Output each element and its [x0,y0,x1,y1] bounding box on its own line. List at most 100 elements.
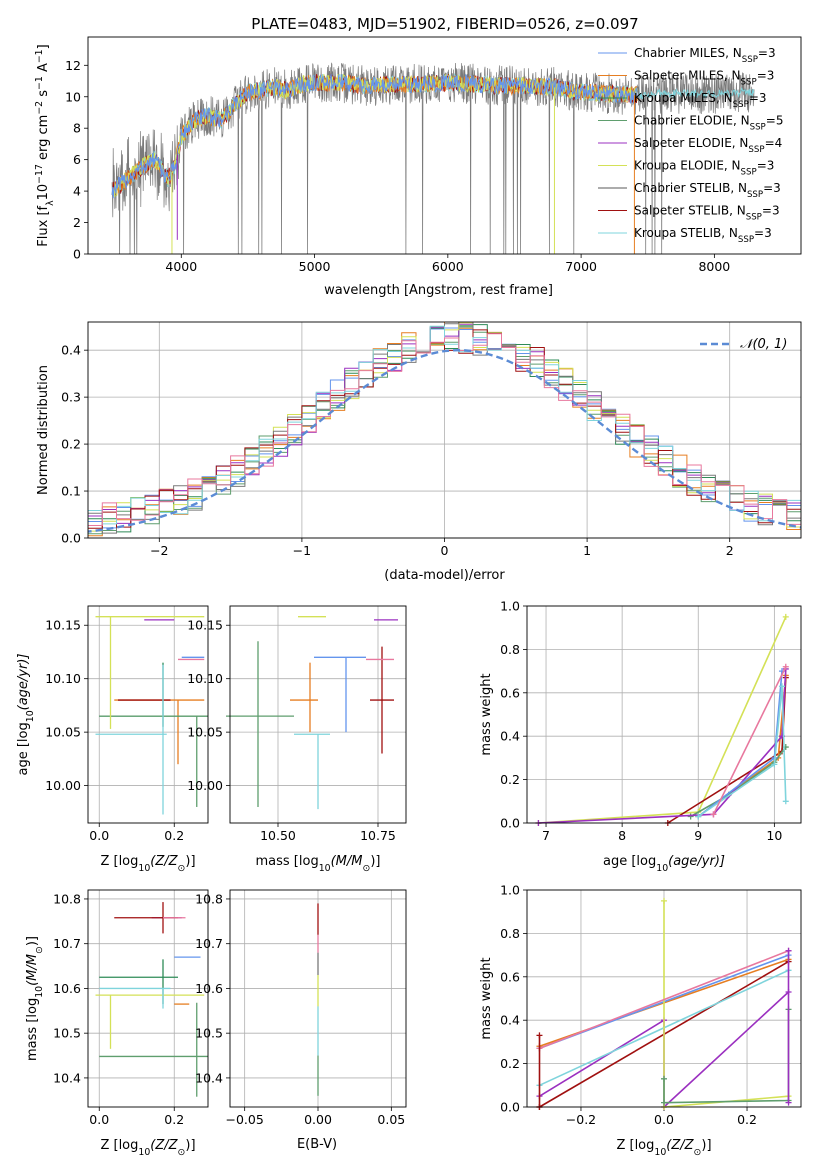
x-tick-label: 8 [618,828,626,843]
weight_vs_age-series [535,613,789,826]
label-part: =3 [757,159,775,173]
y-tick-label: 10 [65,89,81,104]
y-tick-label: 1.0 [500,599,520,614]
weight-marker [782,663,789,670]
weight-marker [661,897,667,904]
x-tick-label: 6000 [432,259,464,274]
x-tick-label: −1 [293,543,311,558]
weight-marker [695,813,702,820]
y-tick-label: 10.8 [53,891,81,906]
spectrum-lines [111,62,755,254]
model-spectrum-tail [637,86,755,100]
label-part: Z [log [100,854,138,869]
y-tick-label: 0.4 [500,1013,520,1028]
label-part: (age/yr)] [16,654,31,711]
label-part: )] [370,854,380,869]
mass_vs_Z-frame [87,889,209,1108]
weight-line [539,950,789,1050]
y-tick-label: 0.4 [500,729,520,744]
age_vs_Z-axes: 0.0 0.2 10.00 10.05 10.10 10.15 [45,606,208,843]
y-tick-label: 10.6 [53,981,81,996]
label-part: SSP [733,100,749,110]
label-part: =3 [749,91,767,105]
residuals-ylabel: Normed distribution [36,365,51,495]
y-tick-label: 8 [73,121,81,136]
label-part: ⊙ [34,946,45,954]
y-tick-label: 10.10 [187,671,223,686]
y-tick-label: 0.8 [500,642,520,657]
label-part: λ [45,200,56,206]
label-part: )] [701,1138,711,1153]
legend-label: Chabrier MILES, NSSP=3 [634,46,776,65]
y-tick-label: 10.15 [45,618,81,633]
x-tick-label: 0.05 [377,1112,405,1127]
x-tick-label: 0.0 [654,1112,674,1127]
label-part: (Z/Z [150,1138,178,1153]
weight-line [538,668,787,824]
weight_vs_age-frame [526,605,802,824]
x-tick-label: 7000 [565,259,597,274]
residuals-xlabel: (data-model)/error [384,568,505,583]
x-tick-label: −0.2 [566,1112,596,1127]
weight-marker [782,613,789,620]
label-part: (Z/Z [150,854,178,869]
label-part: (M/M [331,854,363,869]
label-part: SSP [738,235,754,245]
y-tick-label: 1.0 [500,883,520,898]
mass-ylabel: mass [log10(M/M⊙)] [25,936,45,1061]
x-tick-label: 0 [441,543,449,558]
y-tick-label: 10.05 [45,725,81,740]
label-part: Kroupa ELODIE, N [634,159,741,173]
x-tick-label: 10.75 [360,828,396,843]
label-part: =5 [766,114,784,128]
y-tick-label: 0.6 [500,969,520,984]
model-spectrum [111,73,638,199]
label-part: 10 [138,863,150,874]
ebv-xlabel: E(B-V) [297,1137,337,1152]
y-tick-label: 0.3 [61,390,81,405]
y-tick-label: 10.5 [53,1026,81,1041]
age_vs_mass-points [226,616,398,810]
label-part: −17 [34,164,45,184]
legend-label: Salpeter STELIB, NSSP=3 [634,204,780,223]
y-tick-label: 0.0 [61,531,81,546]
y-tick-label: 10.15 [187,618,223,633]
x-tick-label: 7 [542,828,550,843]
label-part: (age/yr)] [668,854,725,869]
label-part: ⊙ [362,863,370,874]
label-part: ⊙ [694,1147,702,1158]
label-part: Chabrier ELODIE, N [634,114,750,128]
y-tick-label: 0.0 [500,816,520,831]
label-part: 10 [656,863,668,874]
weight-ylabel: mass weight [479,673,494,755]
label-part: 10 [36,184,51,201]
x-tick-label: −0.05 [226,1112,264,1127]
y-tick-label: 10.10 [45,671,81,686]
y-tick-label: 0.8 [500,926,520,941]
label-part: (Z/Z [666,1138,694,1153]
weight-line [712,666,787,815]
label-part: )] [25,936,40,946]
weight_vs_Z-xlabel: Z [log10(Z/Z⊙)] [616,1138,711,1158]
spectrum-frame [87,36,802,255]
label-part: Z [log [100,1138,138,1153]
age_vs_mass-axes: 10.50 10.75 10.00 10.05 10.10 10.15 [187,606,406,843]
weight-marker [778,683,785,690]
y-tick-label: 2 [73,215,81,230]
x-tick-label: 10 [766,828,782,843]
mass_vs_Z-axes: 0.0 0.2 10.4 10.5 10.6 10.7 10.8 [53,890,208,1127]
x-tick-label: 1 [583,543,591,558]
age_vs_Z-frame [87,605,209,824]
y-tick-label: 10.4 [53,1070,81,1085]
mass_vs_Z-points [95,902,208,1097]
histograms [88,322,801,537]
weight-line [697,686,787,818]
y-tick-label: 10.4 [195,1070,223,1085]
weight_vs_Z-frame [526,889,802,1108]
normal-legend-label: 𝒩(0, 1) [740,337,787,352]
label-part: 10 [138,1147,150,1158]
label-part: SSP [748,145,764,155]
label-part: =3 [757,69,775,83]
